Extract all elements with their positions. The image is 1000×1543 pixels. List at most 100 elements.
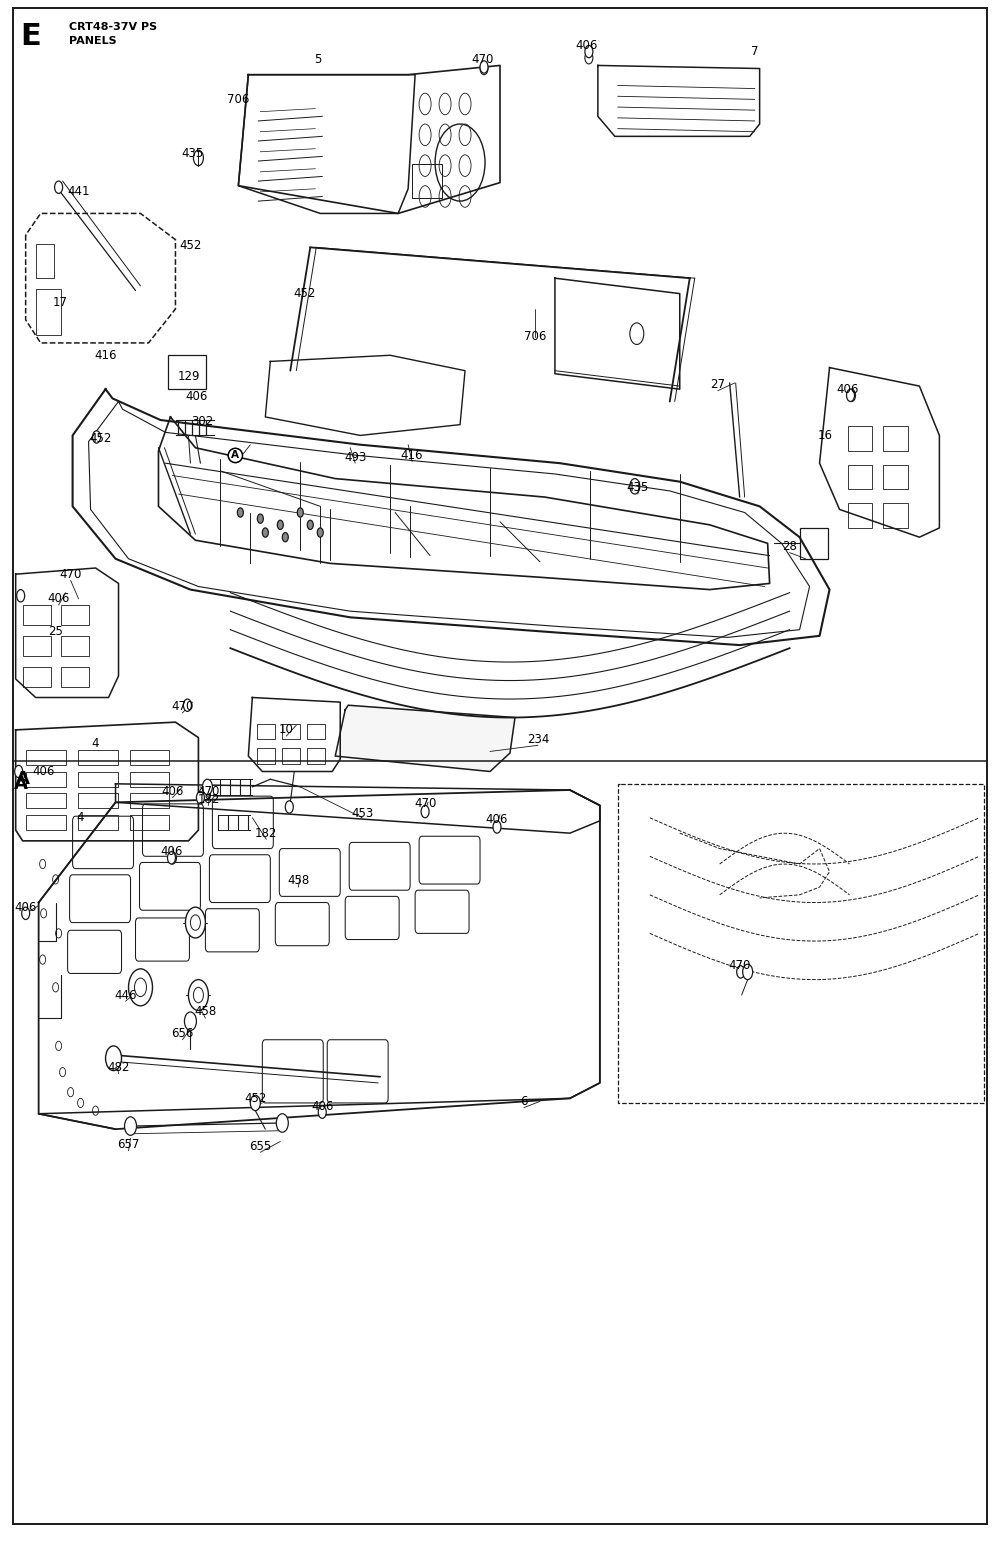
Circle shape [55,181,63,193]
Text: 406: 406 [14,901,37,913]
Text: 406: 406 [185,390,208,403]
Bar [282,724,300,739]
Circle shape [237,508,243,517]
Circle shape [297,508,303,517]
Circle shape [847,389,855,401]
Bar [23,636,51,656]
Text: 302: 302 [191,415,214,427]
Circle shape [277,520,283,529]
Text: 435: 435 [627,481,649,494]
Text: 452: 452 [179,239,202,253]
Text: A: A [16,770,30,788]
Bar [307,724,325,739]
Bar [412,164,442,198]
Bar [78,772,118,787]
Text: 470: 470 [728,960,751,972]
Circle shape [93,430,101,443]
Text: 452: 452 [89,432,112,444]
Circle shape [585,51,593,63]
Circle shape [196,792,204,804]
Text: 493: 493 [344,451,366,463]
Text: 17: 17 [53,296,68,309]
Bar [800,528,828,559]
Circle shape [257,514,263,523]
Text: 470: 470 [171,701,194,713]
Text: 406: 406 [311,1100,333,1113]
Bar [848,503,872,528]
Text: 406: 406 [32,765,55,778]
Circle shape [480,62,488,74]
Text: 706: 706 [524,330,546,343]
Text: 706: 706 [227,93,250,106]
Circle shape [585,45,593,57]
Bar [130,815,169,830]
Polygon shape [335,705,515,772]
Bar [848,464,872,489]
Bar [36,289,61,335]
Bar [130,772,169,787]
Text: 4: 4 [77,812,84,824]
Text: 6: 6 [520,1096,528,1108]
Bar [883,464,908,489]
Text: 453: 453 [351,807,373,819]
Text: CRT48-37V PS: CRT48-37V PS [69,22,157,32]
Circle shape [22,907,30,920]
Text: 458: 458 [287,875,309,887]
Text: E: E [20,22,41,51]
Bar [23,667,51,687]
Circle shape [421,805,429,818]
Circle shape [285,801,293,813]
Text: A: A [231,451,239,460]
Text: 25: 25 [48,625,63,637]
Text: 7: 7 [751,45,758,59]
Bar [36,244,54,278]
Bar [78,793,118,809]
Circle shape [480,60,488,73]
Text: 416: 416 [94,349,117,361]
Circle shape [183,699,191,711]
Bar [883,426,908,451]
Text: 435: 435 [181,147,204,160]
Text: 10: 10 [279,724,294,736]
Circle shape [15,765,23,778]
Text: 406: 406 [160,846,183,858]
Text: 406: 406 [161,785,184,798]
Bar [26,772,66,787]
Circle shape [317,528,323,537]
Text: 5: 5 [315,52,322,66]
Text: 16: 16 [818,429,833,441]
Bar [26,815,66,830]
Bar [78,750,118,765]
Bar [130,793,169,809]
Bar [61,605,89,625]
Circle shape [493,821,501,833]
Circle shape [737,966,745,978]
Text: 406: 406 [486,813,508,826]
Bar [257,748,275,764]
Text: A: A [231,451,239,460]
Bar [26,750,66,765]
Circle shape [168,852,176,864]
Text: 28: 28 [782,540,797,552]
Text: A: A [14,775,28,793]
Text: 406: 406 [47,593,70,605]
Circle shape [250,1096,260,1111]
Circle shape [848,389,856,401]
Text: 441: 441 [67,185,90,199]
Text: PANELS: PANELS [69,35,116,46]
Bar [61,667,89,687]
Text: 129: 129 [177,370,200,383]
Text: 452: 452 [293,287,315,299]
Circle shape [17,589,25,602]
Text: 416: 416 [401,449,423,461]
Circle shape [167,852,175,864]
Text: 657: 657 [117,1139,140,1151]
Bar [61,636,89,656]
Circle shape [106,1046,122,1071]
Bar [26,793,66,809]
Text: 452: 452 [244,1092,267,1105]
Bar [848,426,872,451]
Text: 234: 234 [527,733,549,745]
Text: 458: 458 [194,1006,217,1018]
Bar [282,748,300,764]
